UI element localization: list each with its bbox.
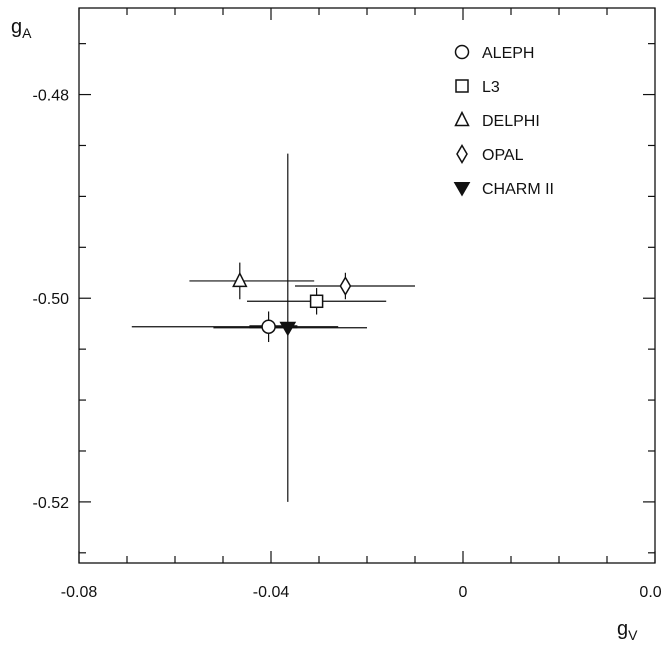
legend-label-aleph: ALEPH (482, 45, 534, 62)
point-opal (339, 276, 352, 296)
y-tick-label: -0.50 (33, 291, 70, 308)
legend-label-opal: OPAL (482, 147, 524, 164)
x-axis-title-subscript: V (628, 627, 638, 643)
legend-label-l3: L3 (482, 79, 500, 96)
axis-ticks (78, 8, 656, 563)
x-tick-label: 0.04 (639, 584, 662, 601)
legend: ALEPH L3 DELPHI OPAL CHARM II (453, 44, 554, 198)
tick-labels: -0.08 -0.04 0 0.04 -0.48 -0.50 -0.52 (33, 88, 662, 601)
x-tick-label: -0.08 (61, 584, 98, 601)
x-axis-title: gV (617, 618, 638, 643)
legend-marker-charm-ii (453, 182, 471, 197)
point-delphi (232, 271, 248, 288)
data-markers (232, 271, 352, 337)
y-tick-label: -0.52 (33, 495, 70, 512)
point-l3 (309, 294, 324, 309)
legend-label-charm-ii: CHARM II (482, 181, 554, 198)
legend-marker-opal (456, 144, 468, 164)
x-tick-label: 0 (459, 584, 468, 601)
legend-marker-delphi (454, 110, 470, 127)
point-charm-ii (279, 321, 297, 337)
y-tick-label: -0.48 (33, 88, 70, 105)
x-tick-label: -0.04 (253, 584, 290, 601)
legend-marker-l3 (455, 79, 469, 93)
point-aleph (261, 319, 276, 334)
y-axis-title: gA (11, 16, 32, 41)
legend-marker-aleph (454, 44, 470, 60)
legend-label-delphi: DELPHI (482, 113, 540, 130)
y-axis-title-subscript: A (22, 25, 32, 41)
